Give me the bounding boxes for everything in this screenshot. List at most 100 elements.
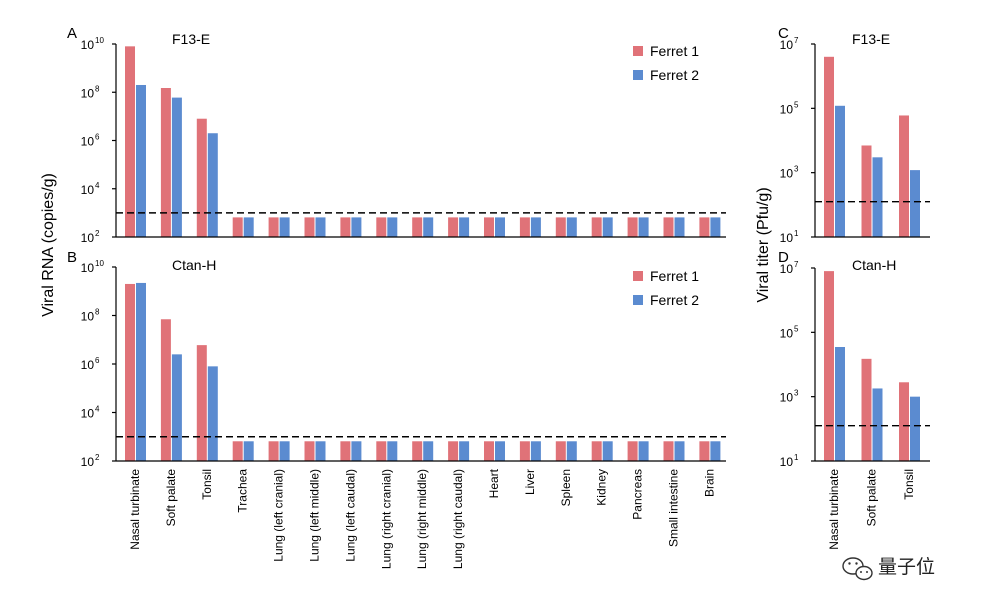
bar [530,441,541,461]
bar [448,441,459,461]
bar [171,354,182,461]
bar [279,441,290,461]
panel-title: F13-E [852,31,890,47]
bar [268,217,279,237]
y-tick-label: 10 [81,310,95,324]
y-tick-exponent: 7 [794,36,799,45]
bar [824,56,834,238]
legend-swatch [633,271,643,281]
category-label: Lung (left cranial) [272,469,286,562]
watermark: 量子位 [842,556,935,581]
wechat-icon [842,557,873,581]
category-label: Liver [523,469,537,495]
y-tick-exponent: 2 [95,229,100,238]
y-tick-exponent: 3 [794,165,799,174]
y-tick-exponent: 4 [95,405,100,414]
bar [530,217,541,237]
bar [638,441,649,461]
panel-letter: C [778,25,789,42]
bar [459,217,470,237]
category-label: Tonsil [200,469,214,500]
bar [484,441,494,461]
bar [484,217,494,237]
y-tick-label: 10 [780,262,794,276]
bar [351,441,362,461]
y-tick-label: 10 [780,231,794,245]
category-label: Heart [487,468,501,498]
legend: Ferret 1 Ferret 2 [633,43,699,83]
legend-swatch [633,295,643,305]
y-tick-label: 10 [81,358,95,372]
bar [638,217,649,237]
bar [663,217,674,237]
bar [602,217,613,237]
watermark-text: 量子位 [878,556,935,578]
bar [910,396,920,461]
panel-letter: A [67,25,77,42]
legend-swatch [633,46,643,56]
bar [910,170,920,237]
y-tick-exponent: 5 [794,100,799,109]
bar [627,217,638,237]
bar [519,217,530,237]
panel-title: Ctan-H [852,257,896,273]
category-label: Spleen [559,469,573,506]
bar [423,217,434,237]
legend-label: Ferret 1 [650,268,699,284]
panel-letter: B [67,249,77,266]
bar [196,345,207,461]
y-tick-exponent: 6 [95,356,100,365]
left-y-axis-label: Viral RNA (copies/g) [40,173,57,317]
y-tick-exponent: 8 [95,308,100,317]
y-tick-exponent: 1 [794,453,799,462]
y-tick-label: 10 [780,326,794,340]
y-tick-exponent: 10 [95,36,104,45]
bar [232,217,243,237]
bar [899,382,909,461]
bar [861,145,872,237]
y-tick-label: 10 [780,167,794,181]
bar [835,105,845,237]
category-label: Trachea [236,469,250,513]
bar [279,217,290,237]
bar [160,319,171,461]
legend-label: Ferret 2 [650,292,699,308]
category-label: Lung (left caudal) [343,469,357,562]
bar [351,217,362,237]
bar [376,441,387,461]
bar [171,97,182,237]
bar [136,282,146,461]
category-label: Soft palate [164,469,178,527]
bar [340,441,351,461]
bar [555,217,566,237]
y-tick-label: 10 [81,86,95,100]
legend-swatch [633,70,643,80]
panel-letter: D [778,249,789,266]
y-tick-exponent: 4 [95,181,100,190]
y-tick-label: 10 [780,102,794,116]
y-tick-label: 10 [81,135,95,149]
bar [674,441,685,461]
bar [268,441,279,461]
y-tick-label: 10 [81,261,95,275]
bar [663,441,674,461]
bar [495,441,505,461]
category-label: Lung (left middle) [308,469,322,562]
y-tick-label: 10 [81,407,95,421]
category-label: Tonsil [902,469,916,500]
y-tick-label: 10 [780,38,794,52]
category-label: Small intestine [667,469,681,547]
bar [136,84,146,238]
bar [125,283,135,461]
bar [835,346,845,461]
bar [243,441,254,461]
y-tick-exponent: 1 [794,229,799,238]
bar [387,217,398,237]
panel-title: F13-E [172,31,210,47]
legend: Ferret 1 Ferret 2 [633,268,699,308]
right-y-axis-label: Viral titer (Pfu/g) [755,187,772,302]
category-label: Nasal turbinate [827,469,841,550]
